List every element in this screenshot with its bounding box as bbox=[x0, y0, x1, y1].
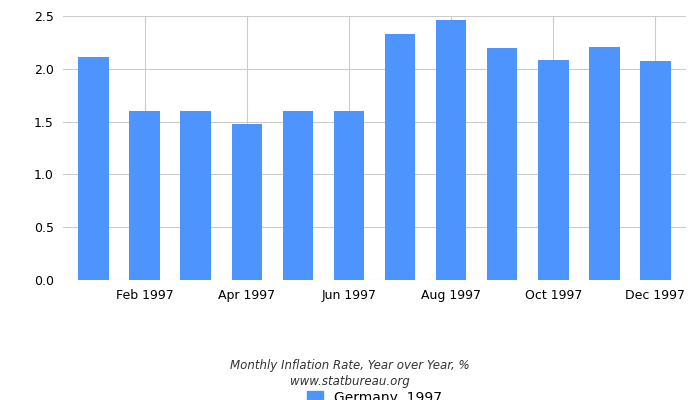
Bar bbox=[436, 20, 466, 280]
Bar bbox=[232, 124, 262, 280]
Text: www.statbureau.org: www.statbureau.org bbox=[290, 376, 410, 388]
Bar bbox=[181, 111, 211, 280]
Bar bbox=[385, 34, 415, 280]
Bar bbox=[538, 60, 568, 280]
Bar bbox=[78, 57, 109, 280]
Bar bbox=[130, 111, 160, 280]
Bar bbox=[589, 47, 620, 280]
Bar bbox=[640, 62, 671, 280]
Text: Monthly Inflation Rate, Year over Year, %: Monthly Inflation Rate, Year over Year, … bbox=[230, 360, 470, 372]
Bar bbox=[486, 48, 517, 280]
Legend: Germany, 1997: Germany, 1997 bbox=[301, 385, 448, 400]
Bar bbox=[334, 111, 364, 280]
Bar bbox=[283, 111, 313, 280]
